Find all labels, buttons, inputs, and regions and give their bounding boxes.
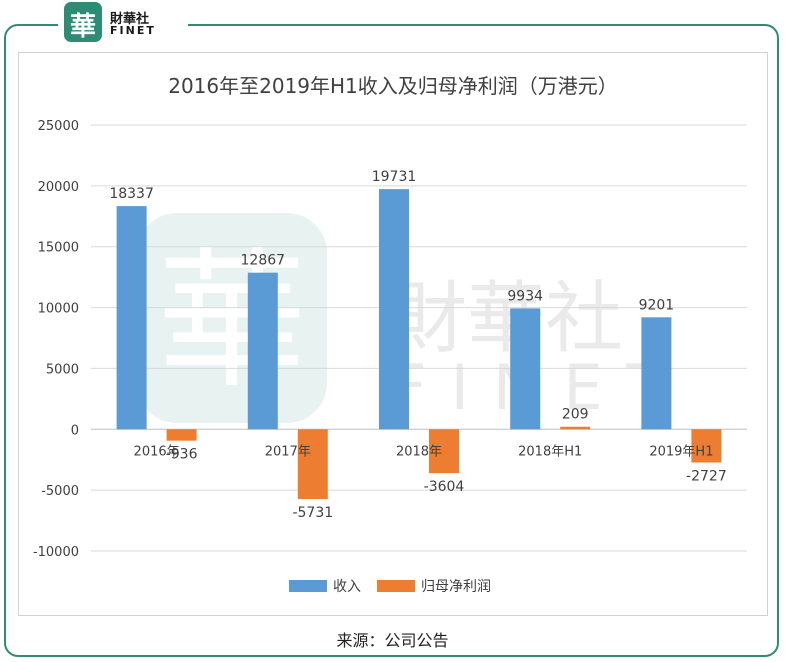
revenue-bar: [379, 189, 409, 430]
profit-data-label: -3604: [424, 479, 465, 495]
y-tick-label: 15000: [38, 241, 79, 256]
legend: 收入 归母净利润: [289, 578, 491, 595]
x-tick-label: 2016年: [134, 444, 180, 459]
revenue-data-label: 9201: [639, 297, 675, 313]
revenue-data-label: 18337: [109, 186, 154, 202]
y-tick-label: 0: [71, 423, 79, 438]
logo-seal-char: 華: [69, 12, 96, 42]
profit-data-label: -5731: [292, 505, 333, 521]
bars: [116, 189, 722, 500]
watermark-seal-icon: [137, 213, 327, 423]
profit-bar: [297, 429, 328, 500]
gridlines: [91, 124, 747, 552]
profit-data-label: 209: [562, 407, 589, 423]
profit-bar: [429, 429, 459, 474]
legend-swatch: [289, 580, 327, 592]
revenue-data-label: 12867: [241, 253, 286, 269]
x-axis-labels: 2016年 2017年 2018年 2018年H1 2019年H1: [134, 444, 714, 459]
x-tick-label: 2018年: [396, 444, 442, 459]
data-labels: 18337 -936 12867 -5731 19731 -3604 9934 209 9201…: [109, 169, 726, 521]
x-tick-label: 2018年H1: [518, 444, 582, 459]
profit-bar: [560, 426, 591, 430]
revenue-bar: [247, 272, 278, 430]
watermark-seal-char: 華: [157, 235, 307, 409]
profit-data-label: -936: [166, 447, 198, 463]
revenue-data-label: 19731: [372, 169, 417, 185]
revenue-data-label: 9934: [507, 288, 543, 304]
chart-title: 2016年至2019年H1收入及归母净利润（万港元）: [168, 74, 618, 98]
x-tick-label: 2017年: [265, 444, 311, 459]
watermark-text-cn: 財華社: [389, 274, 623, 364]
y-tick-label: -10000: [33, 545, 79, 560]
brand-name-cn: 財華社: [110, 12, 150, 27]
y-tick-label: 20000: [38, 180, 79, 195]
legend-label: 收入: [333, 579, 361, 595]
profit-bar: [691, 429, 722, 463]
y-tick-label: 5000: [46, 362, 79, 377]
profit-bar: [166, 429, 197, 441]
profit-data-label: -2727: [686, 468, 727, 484]
brand-logo: 華 財華社 FINET: [58, 2, 188, 46]
watermark: 華 財華社 FINET: [137, 213, 664, 424]
legend-label: 归母净利润: [421, 578, 491, 595]
revenue-bar: [641, 317, 672, 430]
y-tick-label: 25000: [38, 119, 79, 134]
y-tick-label: 10000: [38, 302, 79, 317]
y-tick-label: -5000: [41, 484, 79, 499]
card-frame: [4, 24, 779, 657]
source-note: 来源：公司公告: [336, 631, 449, 650]
revenue-bar: [510, 308, 541, 430]
bar-chart: 華 財華社 FINET 2016年至2019年H1收入及归母净利润（万港元） -…: [33, 74, 747, 595]
brand-name-en: FINET: [110, 24, 156, 37]
x-tick-label: 2019年H1: [649, 444, 713, 459]
chart-area: 華 財華社 FINET 2016年至2019年H1收入及归母净利润（万港元） -…: [18, 52, 768, 616]
revenue-bar: [116, 206, 147, 430]
legend-swatch: [377, 580, 415, 592]
logo-seal-icon: 華: [64, 2, 102, 42]
y-axis-ticks: -10000 -5000 0 5000 10000 15000 20000 25000: [33, 119, 79, 560]
